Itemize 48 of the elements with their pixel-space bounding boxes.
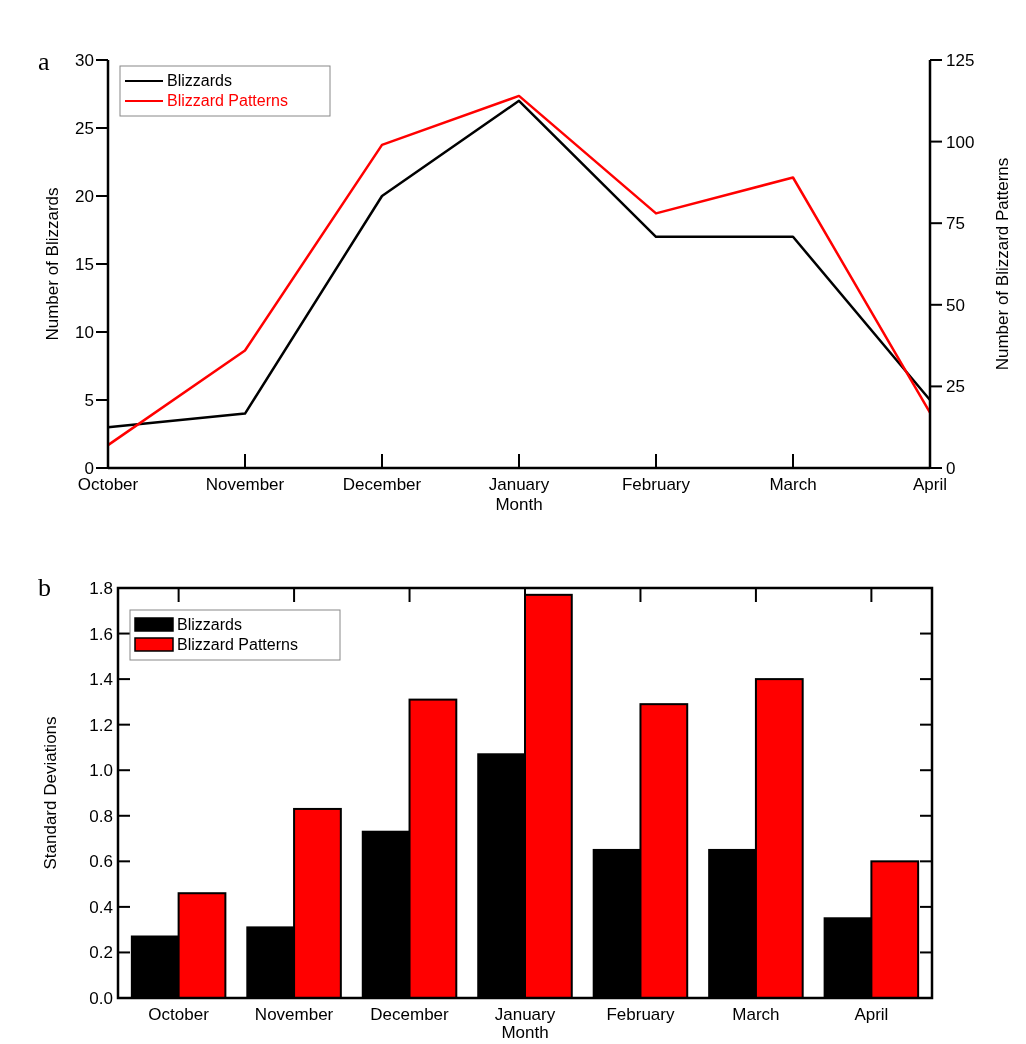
legend-label: Blizzards [177,616,242,633]
x-tick-label: October [77,475,139,494]
x-tick-label: April [854,1005,889,1024]
y-tick-label: 30 [75,51,94,70]
y-tick-label: 15 [75,255,94,274]
y-tick-label: 1.2 [89,715,113,735]
chart-title: a [38,47,50,76]
x-tick-label: February [606,1005,675,1024]
x-tick-label: February [621,475,691,494]
chart-title: b [38,573,51,602]
y-tick-label: 5 [84,391,94,410]
y2-tick-label: 0 [946,459,956,478]
y2-tick-label: 25 [946,377,965,397]
x-tick-label: October [148,1005,210,1024]
y-tick-label: 1.0 [89,761,113,781]
y-axis-title: Standard Deviations [41,716,60,870]
y-tick-label: 1.6 [89,624,113,644]
x-tick-label: January [488,475,550,494]
x-tick-label: December [342,475,422,494]
y2-tick-label: 75 [946,214,965,234]
y-tick-label: 20 [75,187,94,206]
y-tick-label: 1.4 [89,670,113,690]
legend-label: Blizzard Patterns [177,636,298,653]
y2-tick-label: 125 [946,51,975,70]
x-tick-label: March [769,475,817,494]
y-tick-label: 10 [75,323,94,342]
x-tick-label: January [494,1005,556,1024]
y-tick-label: 25 [75,119,94,138]
x-axis-title: Month [501,1023,549,1042]
y-tick-label: 0.8 [89,806,113,826]
x-tick-label: November [205,475,285,494]
y-tick-label: 0.2 [89,943,113,963]
y2-tick-label: 100 [946,132,975,152]
x-tick-label: March [732,1005,780,1024]
legend-label: Blizzard Patterns [167,92,288,109]
y-tick-label: 0 [84,459,94,478]
x-tick-label: April [912,475,948,494]
x-axis-title: Month [495,495,543,514]
y-tick-label: 0.4 [89,897,113,917]
x-tick-label: November [254,1005,334,1024]
y2-tick-label: 50 [946,295,965,315]
y-tick-label: 0.0 [89,989,113,1008]
y-tick-label: 1.8 [89,579,113,598]
x-tick-label: December [370,1005,450,1024]
y-tick-label: 0.6 [89,852,113,872]
legend-label: Blizzards [167,72,232,89]
y-axis-title: Number of Blizzards [43,187,62,341]
y2-axis-title: Number of Blizzard Patterns [993,157,1012,371]
